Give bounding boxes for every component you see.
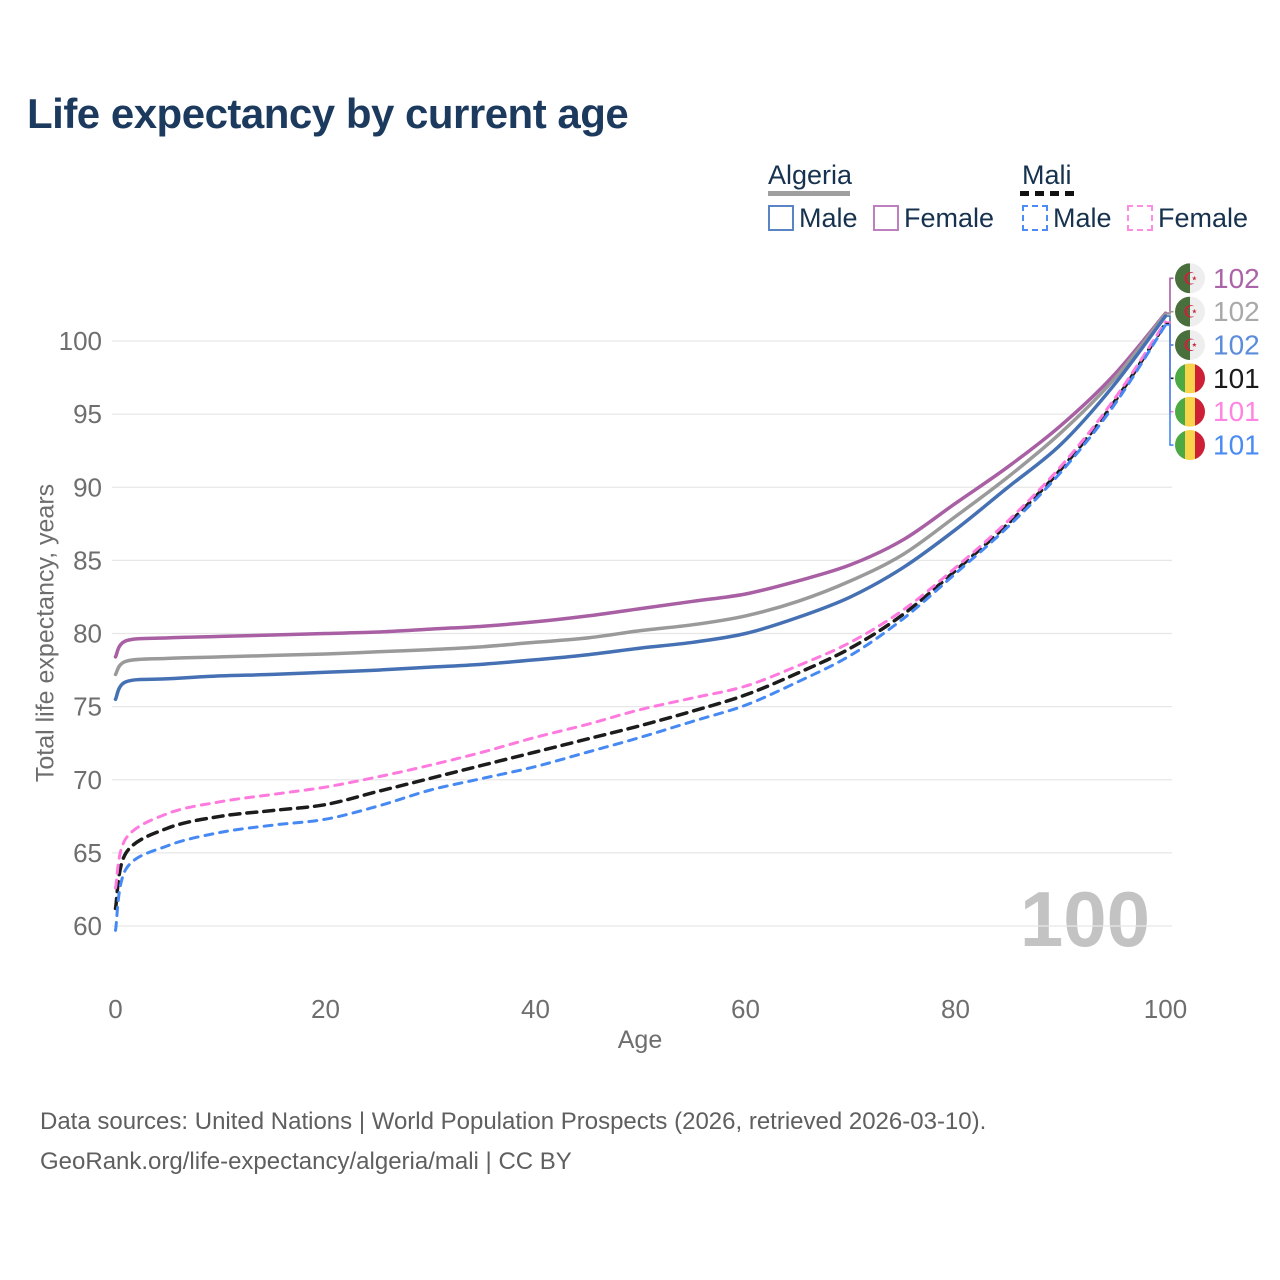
x-tick-label-20: 20 [311,994,340,1024]
attribution-link-text[interactable]: GeoRank.org/life-expectancy/algeria/mali… [40,1148,572,1175]
y-axis-title: Total life expectancy, years [31,483,60,783]
legend-mali-line-swatch [1020,191,1074,196]
y-tick-label-100: 100 [59,326,102,356]
flag-icon-algeria-algeria-male: ☪ [1175,330,1205,360]
series-line-mali-male[interactable] [114,323,1167,932]
y-tick-label-85: 85 [73,545,102,575]
y-tick-label-75: 75 [73,692,102,722]
x-tick-label-60: 60 [731,994,760,1024]
y-tick-label-90: 90 [73,472,102,502]
y-tick-label-70: 70 [73,765,102,795]
end-value-label-algeria-male: 102 [1213,330,1260,361]
y-tick-label-65: 65 [73,838,102,868]
data-sources-text: Data sources: United Nations | World Pop… [40,1108,987,1135]
page-title: Life expectancy by current age [27,90,629,137]
legend-group-algeria[interactable]: Algeria [768,160,853,190]
x-tick-label-40: 40 [521,994,550,1024]
x-axis-title: Age [617,1026,663,1054]
flag-connector-algeria-all [1165,310,1174,315]
series-line-algeria-female[interactable] [113,311,1168,659]
series-line-mali-all[interactable] [113,321,1168,911]
x-tick-label-0: 0 [108,994,122,1024]
svg-text:☪: ☪ [1183,269,1198,288]
legend-label-algeria-female[interactable]: Female [904,203,995,233]
flag-icon-algeria-algeria-all: ☪ [1175,296,1205,327]
x-tick-label-100: 100 [1144,994,1187,1024]
age-watermark: 100 [1019,875,1150,963]
end-value-label-algeria-female: 102 [1213,263,1260,294]
legend-swatch-mali-male[interactable] [1022,205,1048,231]
y-tick-label-60: 60 [73,911,102,941]
y-tick-label-95: 95 [73,399,102,429]
series-line-mali-female[interactable] [114,320,1167,890]
legend-group-mali[interactable]: Mali [1022,160,1072,190]
flag-icon-mali-mali-all [1175,363,1205,394]
flag-icon-algeria-algeria-female: ☪ [1175,263,1205,294]
end-value-label-mali-male: 101 [1213,430,1260,461]
legend-algeria-line-swatch [768,191,850,196]
legend-swatch-mali-female[interactable] [1127,205,1153,231]
svg-text:☪: ☪ [1183,336,1198,355]
legend-swatch-algeria-female[interactable] [873,205,899,231]
end-value-label-algeria-all: 102 [1213,296,1260,327]
legend-label-mali-female[interactable]: Female [1158,203,1249,233]
flag-connector-algeria-female [1165,277,1174,314]
end-value-label-mali-female: 101 [1213,396,1260,427]
series-line-algeria-all[interactable] [113,312,1168,677]
legend-label-algeria-male[interactable]: Male [799,203,858,233]
svg-text:☪: ☪ [1183,303,1198,322]
flag-icon-mali-mali-female [1175,396,1205,427]
x-tick-label-80: 80 [941,994,970,1024]
flag-connector-mali-male [1165,324,1174,446]
y-tick-label-80: 80 [73,619,102,649]
legend-swatch-algeria-male[interactable] [768,205,794,231]
series-line-algeria-male[interactable] [113,314,1168,702]
legend-label-mali-male[interactable]: Male [1053,203,1112,233]
flag-icon-mali-mali-male [1175,430,1205,461]
end-value-label-mali-all: 101 [1213,363,1260,394]
